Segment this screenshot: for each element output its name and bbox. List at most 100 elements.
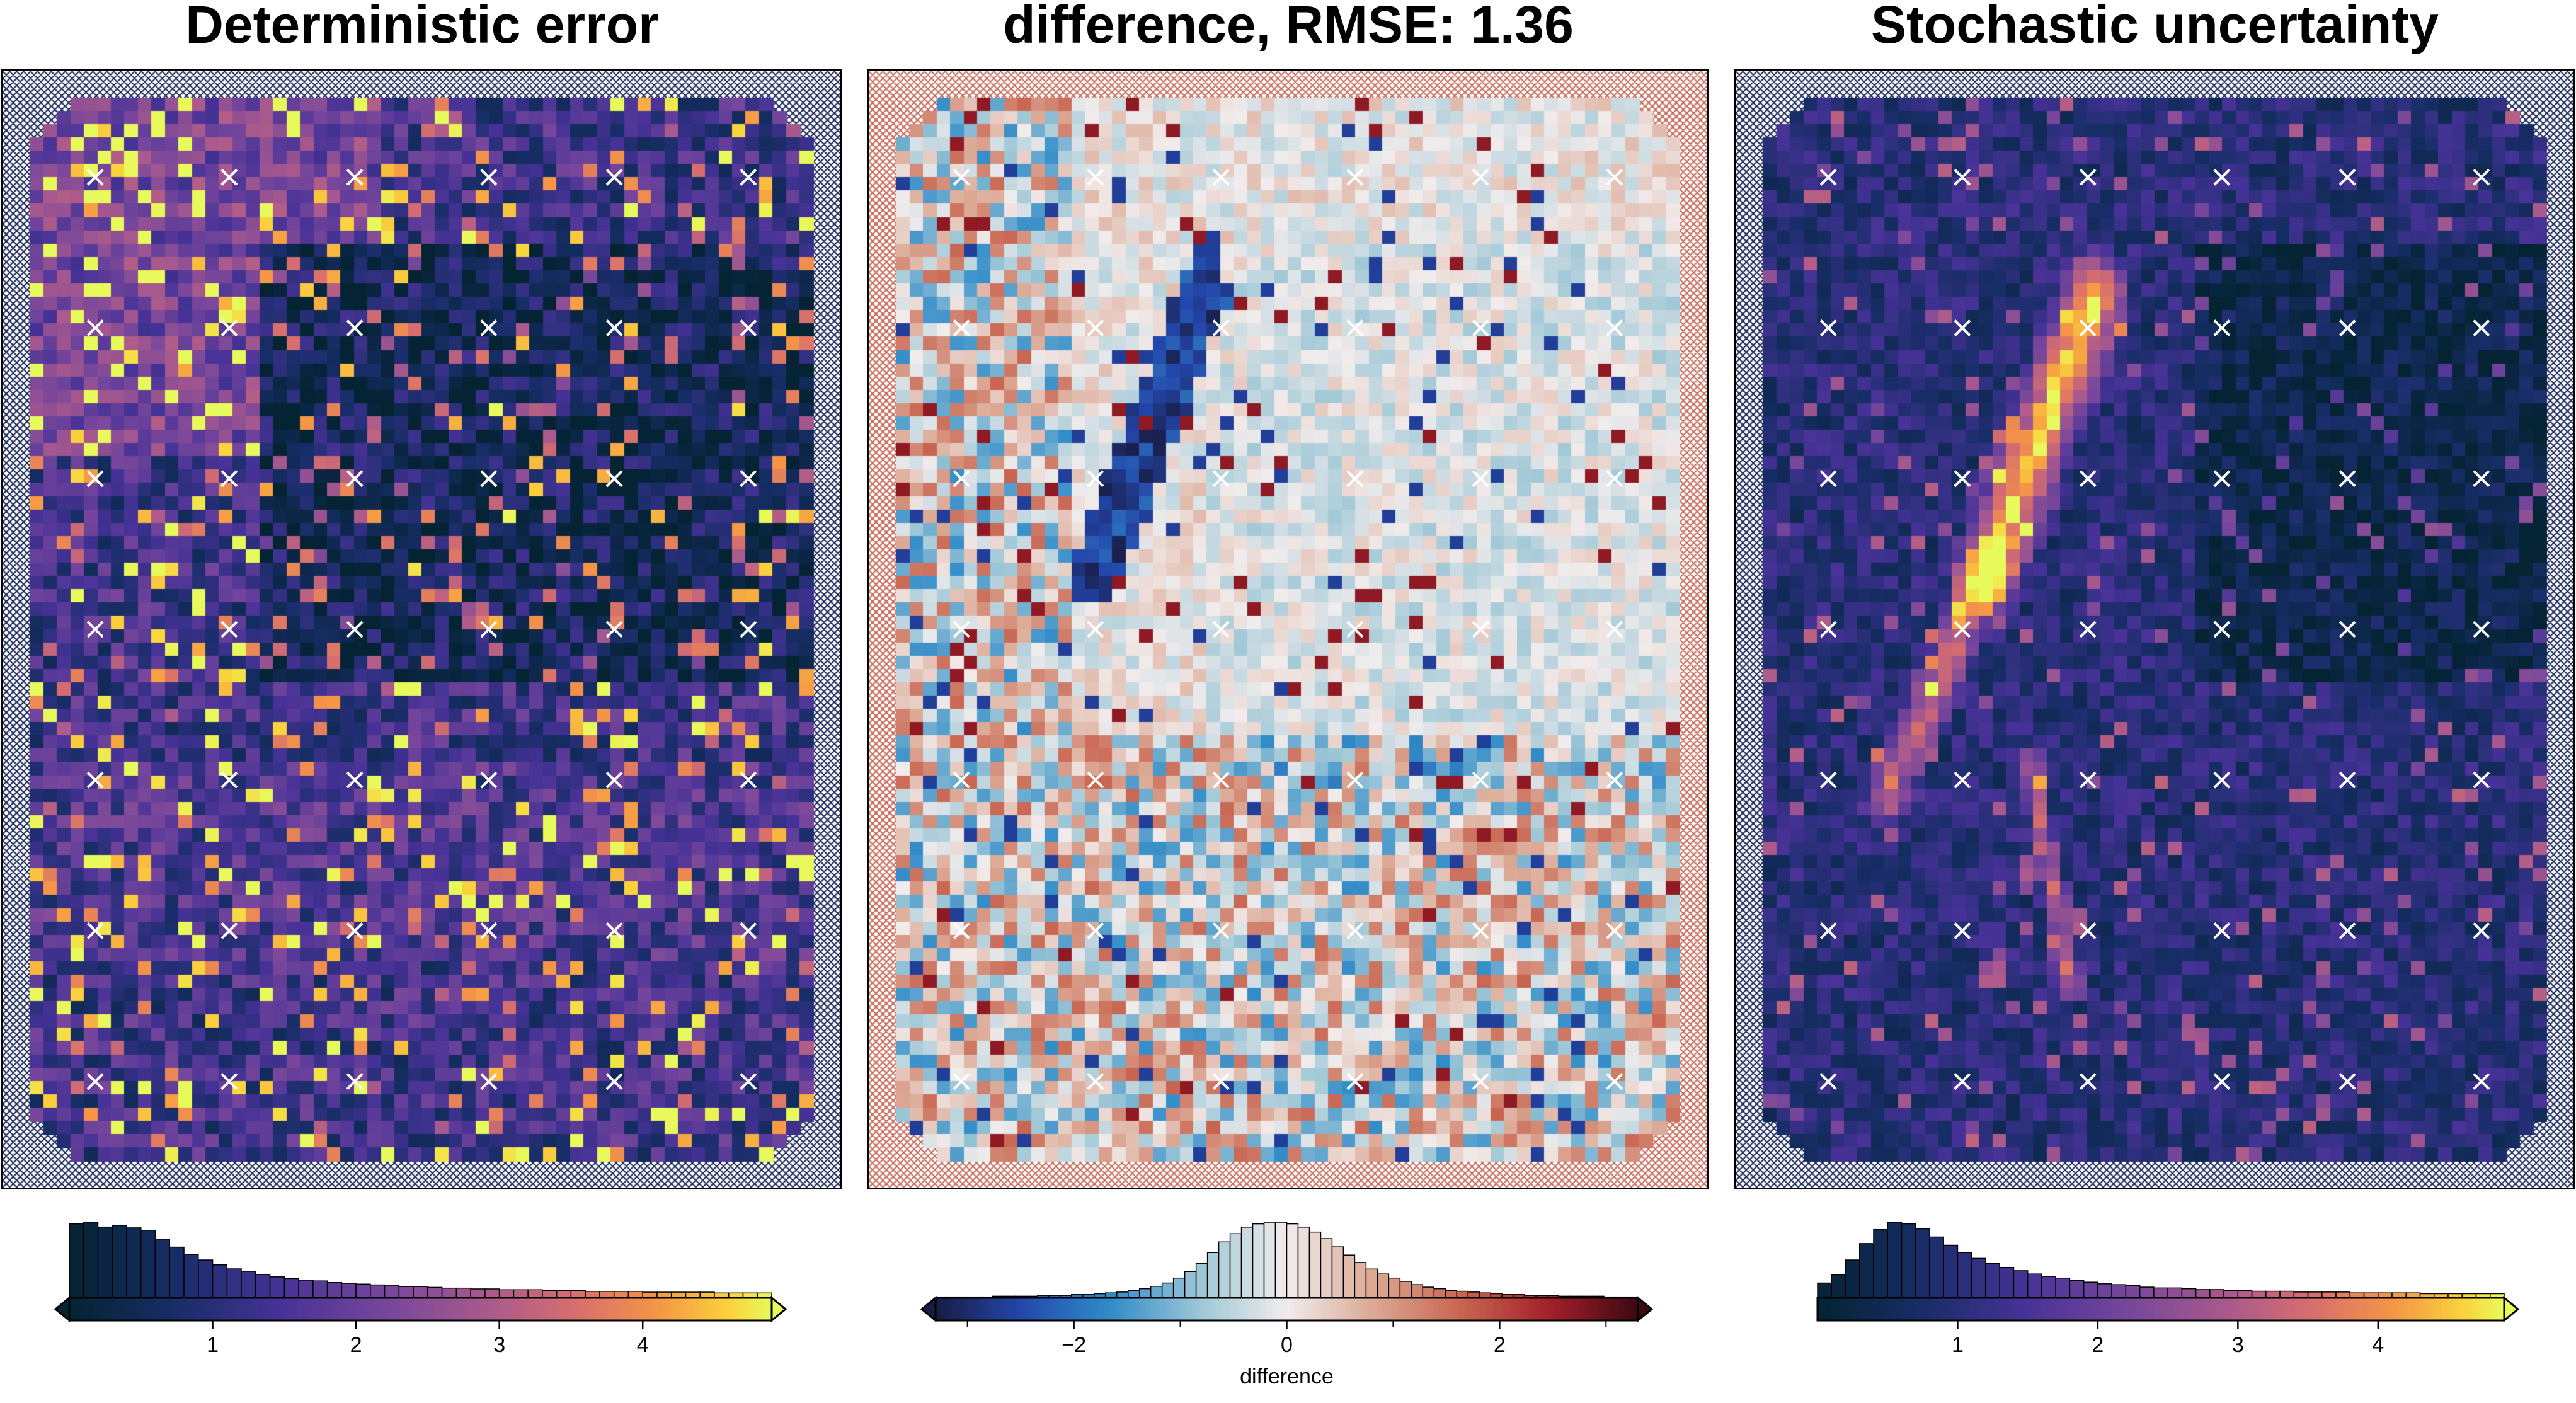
colorbar-segment xyxy=(2167,1298,2172,1320)
colorbar-segment xyxy=(273,1298,277,1320)
colorbar-tick-label: −2 xyxy=(1062,1333,1086,1357)
colorbar-segment xyxy=(2353,1298,2357,1320)
histogram-bar xyxy=(2139,1286,2155,1298)
colorbar-segment xyxy=(2329,1298,2333,1320)
histogram-bar xyxy=(570,1290,586,1298)
colorbar-segment xyxy=(2047,1298,2052,1320)
colorbar-segment xyxy=(754,1298,758,1320)
colorbar-tick-label: 3 xyxy=(493,1333,505,1357)
histogram-bar xyxy=(1929,1236,1944,1298)
colorbar-segment xyxy=(1283,1298,1288,1320)
histogram-bar xyxy=(441,1287,457,1298)
histogram-bar xyxy=(2237,1290,2253,1298)
colorbar-segment xyxy=(995,1298,1000,1320)
colorbar-segment xyxy=(1051,1298,1056,1320)
sample-marker xyxy=(1212,621,1230,638)
histogram-bar xyxy=(355,1283,371,1298)
stochastic-uncertainty-markers xyxy=(1819,168,2490,1091)
colorbar-segment xyxy=(1307,1298,1312,1320)
colorbar-segment xyxy=(1423,1298,1428,1320)
sample-marker xyxy=(1954,922,1971,939)
colorbar-segment xyxy=(1824,1298,1829,1320)
colorbar-segment xyxy=(2058,1298,2062,1320)
colorbar-segment xyxy=(1293,1298,1298,1320)
sample-marker xyxy=(1606,771,1623,789)
colorbar-segment xyxy=(1346,1298,1351,1320)
histogram-bar xyxy=(212,1264,228,1298)
stochastic-uncertainty-colorbar-svg: 1 2 3 4 xyxy=(1816,1222,2520,1357)
colorbar-segment xyxy=(1339,1298,1344,1320)
colorbar-segment xyxy=(1855,1298,1860,1320)
colorbar-segment xyxy=(1097,1298,1102,1320)
colorbar-segment xyxy=(684,1298,689,1320)
colorbar-segment xyxy=(2192,1298,2196,1320)
colorbar-segment xyxy=(730,1298,734,1320)
colorbar-tick-label: 4 xyxy=(2372,1333,2384,1357)
histogram-bar xyxy=(1411,1284,1424,1298)
sample-marker xyxy=(346,319,364,336)
histogram-bar xyxy=(2041,1276,2056,1298)
colorbar-segment xyxy=(1297,1298,1302,1320)
colorbar-segment xyxy=(2078,1298,2083,1320)
sample-marker xyxy=(2338,771,2356,789)
sample-marker xyxy=(2213,168,2231,186)
histogram-bar xyxy=(326,1281,343,1298)
colorbar-segment xyxy=(378,1298,383,1320)
histogram-bar xyxy=(2251,1290,2267,1298)
colorbar-segment xyxy=(1875,1298,1880,1320)
colorbar-segment xyxy=(1899,1298,1904,1320)
colorbar-segment xyxy=(1114,1298,1119,1320)
colorbar-segment xyxy=(1012,1298,1017,1320)
colorbar-segment xyxy=(83,1298,88,1320)
colorbar-segment xyxy=(1041,1298,1045,1320)
colorbar-segment xyxy=(1079,1298,1084,1320)
colorbar-segment xyxy=(1279,1298,1284,1320)
colorbar-segment xyxy=(2380,1298,2385,1320)
colorbar-segment xyxy=(656,1298,660,1320)
colorbar-segment xyxy=(1948,1298,1952,1320)
colorbar-segment xyxy=(2223,1298,2227,1320)
colorbar-segment xyxy=(610,1298,615,1320)
colorbar-segment xyxy=(561,1298,566,1320)
colorbar-segment xyxy=(469,1298,474,1320)
colorbar-segment xyxy=(336,1298,341,1320)
colorbar-segment xyxy=(1480,1298,1484,1320)
colorbar-segment xyxy=(564,1298,569,1320)
sample-marker xyxy=(1954,319,1971,336)
colorbar-segment xyxy=(308,1298,312,1320)
colorbar-segment xyxy=(498,1298,502,1320)
histogram-bar xyxy=(255,1274,271,1298)
colorbar-segment xyxy=(2487,1298,2492,1320)
sample-marker xyxy=(605,319,623,336)
colorbar-segment xyxy=(2071,1298,2076,1320)
colorbar-segment xyxy=(1476,1298,1481,1320)
sample-marker xyxy=(2473,621,2490,638)
colorbar-segment xyxy=(627,1298,632,1320)
colorbar-segment xyxy=(2267,1298,2272,1320)
colorbar-segment xyxy=(1617,1298,1622,1320)
sample-marker xyxy=(1954,168,1971,186)
colorbar-segment xyxy=(2133,1298,2138,1320)
colorbar-segment xyxy=(1941,1298,1945,1320)
sample-marker xyxy=(480,319,498,336)
colorbar-segment xyxy=(1627,1298,1632,1320)
colorbar-segment xyxy=(1574,1298,1579,1320)
colorbar-segment xyxy=(2174,1298,2179,1320)
histogram-bar xyxy=(2209,1289,2224,1298)
colorbar-segment xyxy=(1090,1298,1094,1320)
histogram-bar xyxy=(2055,1277,2071,1298)
colorbar-segment xyxy=(508,1298,513,1320)
colorbar-segment xyxy=(491,1298,495,1320)
colorbar-segment xyxy=(512,1298,517,1320)
colorbar-segment xyxy=(290,1298,295,1320)
colorbar-segment xyxy=(1451,1298,1457,1320)
colorbar-segment xyxy=(1048,1298,1052,1320)
sample-marker xyxy=(220,470,238,488)
colorbar-segment xyxy=(581,1298,587,1320)
colorbar-segment xyxy=(1244,1298,1249,1320)
colorbar-segment xyxy=(1258,1298,1263,1320)
colorbar-segment xyxy=(452,1298,457,1320)
colorbar-segment xyxy=(220,1298,225,1320)
colorbar-segment xyxy=(2436,1298,2440,1320)
sample-marker xyxy=(1819,621,1837,638)
